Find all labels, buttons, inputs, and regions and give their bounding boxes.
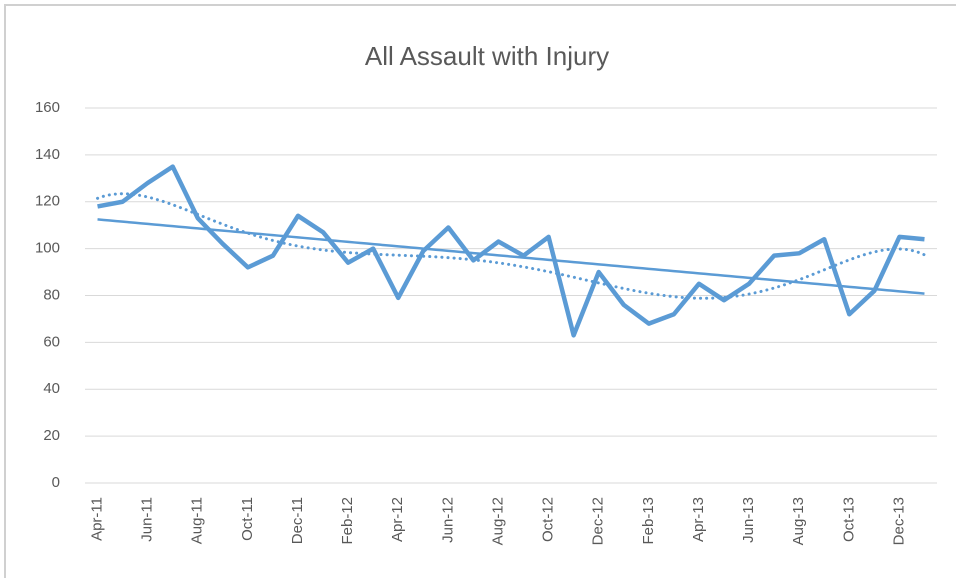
x-tick-label: Feb-12: [339, 497, 356, 545]
x-tick-label: Dec-11: [289, 497, 306, 544]
y-tick-label: 140: [35, 146, 60, 163]
y-tick-label: 80: [43, 286, 60, 303]
y-tick-label: 100: [35, 240, 60, 257]
y-tick-label: 120: [35, 193, 60, 210]
x-tick-label: Dec-13: [890, 497, 907, 545]
x-tick-label: Jun-12: [439, 497, 456, 543]
chart-frame: [4, 4, 956, 578]
x-tick-label: Apr-13: [690, 497, 707, 542]
x-tick-label: Aug-12: [489, 497, 506, 545]
y-tick-label: 20: [43, 427, 60, 444]
y-tick-label: 60: [43, 333, 60, 350]
x-tick-label: Oct-13: [840, 497, 857, 542]
y-tick-label: 0: [52, 474, 60, 491]
chart-title: All Assault with Injury: [365, 41, 609, 71]
x-tick-label: Aug-13: [790, 497, 807, 545]
x-tick-label: Oct-11: [239, 497, 256, 541]
x-tick-label: Dec-12: [590, 497, 607, 545]
x-tick-label: Aug-11: [189, 497, 206, 544]
y-tick-label: 40: [43, 380, 60, 397]
data-line: [97, 164, 925, 338]
x-tick-label: Jun-13: [740, 497, 757, 543]
x-tick-label: Oct-12: [540, 497, 557, 542]
x-tick-label: Jun-11: [139, 497, 156, 542]
x-tick-label: Feb-13: [640, 497, 657, 545]
y-tick-label: 160: [35, 99, 60, 116]
x-tick-label: Apr-11: [88, 497, 105, 541]
x-tick-label: Apr-12: [389, 497, 406, 542]
trendline: [97, 218, 925, 295]
